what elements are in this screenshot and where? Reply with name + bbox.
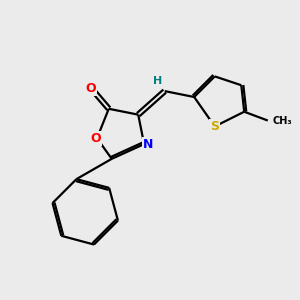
Text: O: O — [86, 82, 96, 95]
Text: CH₃: CH₃ — [272, 116, 292, 126]
Text: O: O — [90, 132, 101, 145]
Text: N: N — [143, 138, 154, 151]
Text: H: H — [153, 76, 162, 86]
Text: S: S — [210, 120, 219, 133]
